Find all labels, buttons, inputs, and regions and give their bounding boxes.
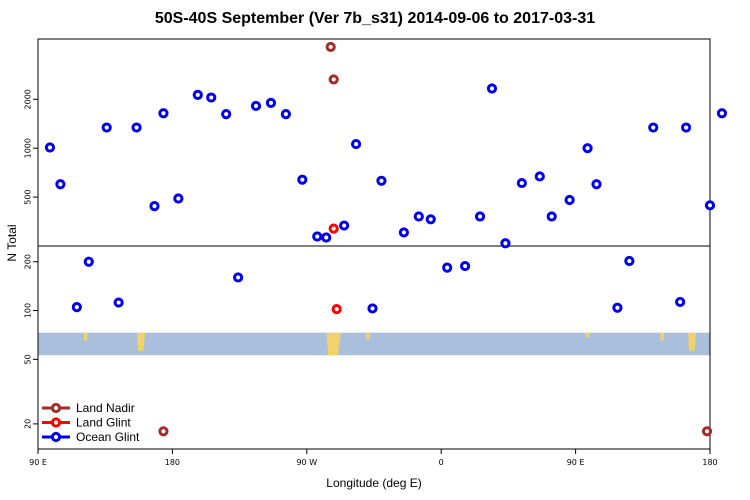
plot-frame xyxy=(37,38,711,450)
point-land-nadir xyxy=(158,426,169,437)
point-ocean-glint xyxy=(474,211,486,222)
point-ocean-glint xyxy=(131,122,142,133)
point-land-glint xyxy=(328,223,339,234)
point-ocean-glint xyxy=(413,211,424,222)
point-ocean-glint xyxy=(173,193,184,204)
point-ocean-glint xyxy=(704,200,716,211)
y-tick-label: 1000 xyxy=(24,138,33,158)
point-ocean-glint xyxy=(624,255,635,267)
point-ocean-glint xyxy=(233,272,244,283)
point-ocean-glint xyxy=(280,109,291,120)
point-ocean-glint xyxy=(55,179,66,190)
point-ocean-glint xyxy=(486,83,498,94)
point-ocean-glint xyxy=(265,97,277,109)
point-ocean-glint xyxy=(675,296,686,308)
point-ocean-glint xyxy=(206,92,217,103)
point-ocean-glint xyxy=(339,220,350,231)
point-land-nadir xyxy=(701,426,713,437)
y-tick-label: 100 xyxy=(24,303,33,318)
chart-title: 50S-40S September (Ver 7b_s31) 2014-09-0… xyxy=(154,10,596,27)
point-ocean-glint xyxy=(83,256,94,267)
point-ocean-glint xyxy=(192,89,203,100)
land-patch xyxy=(366,332,371,340)
point-ocean-glint xyxy=(44,142,56,153)
y-tick-label: 50 xyxy=(24,354,33,364)
land-patch xyxy=(83,332,88,341)
x-tick-label: 90 E xyxy=(567,458,585,467)
point-ocean-glint xyxy=(312,231,323,242)
point-ocean-glint xyxy=(516,177,527,189)
land-patch xyxy=(688,332,697,351)
point-ocean-glint xyxy=(591,179,602,190)
x-tick-label: 180 xyxy=(702,458,717,467)
point-land-glint xyxy=(331,304,342,315)
point-ocean-glint xyxy=(321,232,332,243)
land-patch xyxy=(137,332,146,351)
point-ocean-glint xyxy=(612,302,623,313)
y-axis-label: N Total xyxy=(5,224,19,262)
point-ocean-glint xyxy=(250,100,262,112)
land-mask-band xyxy=(38,332,710,356)
point-ocean-glint xyxy=(425,214,436,225)
point-land-nadir xyxy=(328,74,339,85)
x-tick-label: 0 xyxy=(439,458,444,467)
x-tick-label: 90 W xyxy=(296,458,317,467)
legend-marker-land-nadir xyxy=(50,402,62,414)
point-ocean-glint xyxy=(681,122,692,133)
point-ocean-glint xyxy=(716,108,728,119)
point-ocean-glint xyxy=(582,143,593,154)
axes: 90 E 180 90 W 0 90 E 180 500 1000 2000 20 50 100 200 xyxy=(24,38,718,467)
x-axis-label: Longitude (deg E) xyxy=(326,476,422,490)
point-ocean-glint xyxy=(113,297,124,308)
point-ocean-glint xyxy=(564,194,575,206)
point-ocean-glint xyxy=(221,109,232,120)
point-ocean-glint xyxy=(376,175,387,186)
point-ocean-glint xyxy=(546,211,557,222)
y-tick-label: 500 xyxy=(24,189,33,204)
land-patch xyxy=(326,332,341,356)
point-ocean-glint xyxy=(648,122,659,133)
x-tick-label: 180 xyxy=(165,458,180,467)
legend-label-ocean-glint: Ocean Glint xyxy=(76,430,140,444)
point-ocean-glint xyxy=(297,174,308,185)
land-patch xyxy=(660,332,665,341)
point-ocean-glint xyxy=(459,260,471,272)
point-ocean-glint xyxy=(442,262,453,273)
legend-label-land-glint: Land Glint xyxy=(76,416,131,430)
legend-marker-land-glint xyxy=(50,417,62,428)
point-land-nadir xyxy=(325,41,336,53)
land-patch xyxy=(585,332,590,338)
y-tick-label: 20 xyxy=(24,419,33,429)
point-ocean-glint xyxy=(500,238,511,249)
point-ocean-glint xyxy=(534,171,545,182)
point-ocean-glint xyxy=(158,108,169,119)
point-ocean-glint xyxy=(149,201,160,212)
point-ocean-glint xyxy=(101,122,112,133)
point-ocean-glint xyxy=(71,301,82,313)
ocean-band xyxy=(38,332,710,356)
point-ocean-glint xyxy=(398,227,409,238)
legend-label-land-nadir: Land Nadir xyxy=(76,401,135,415)
x-tick-label: 90 E xyxy=(29,458,47,467)
data-points xyxy=(44,41,728,437)
y-tick-label: 200 xyxy=(24,254,33,269)
legend-marker-ocean-glint xyxy=(50,431,62,443)
y-tick-label: 2000 xyxy=(24,89,33,109)
point-ocean-glint xyxy=(350,138,362,150)
point-ocean-glint xyxy=(367,303,378,314)
